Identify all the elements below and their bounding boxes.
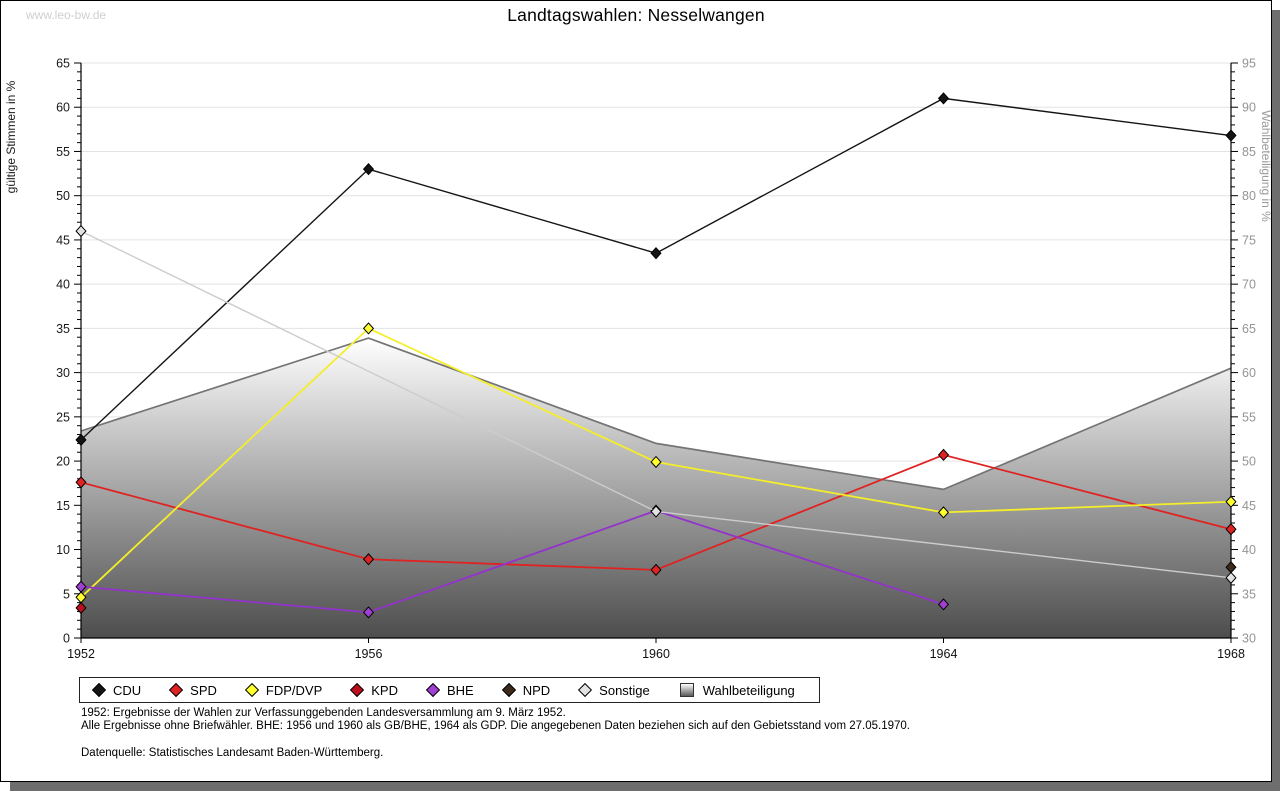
svg-text:50: 50 — [1242, 455, 1256, 469]
legend-label: NPD — [522, 682, 551, 698]
svg-text:55: 55 — [1242, 410, 1256, 424]
legend-label: CDU — [113, 682, 142, 698]
spd-marker-icon — [169, 682, 184, 698]
npd-marker-icon — [501, 682, 516, 698]
legend-label: FDP/DVP — [265, 682, 323, 698]
kpd-marker-icon — [350, 682, 365, 698]
chart-legend: CDU SPD FDP/DVP KPD BHE NPD Sonstige Wa — [79, 677, 820, 703]
sonstige-marker-icon — [578, 682, 593, 698]
cdu-marker-icon — [91, 682, 107, 698]
svg-text:0: 0 — [63, 632, 70, 646]
legend-item-spd: SPD — [169, 682, 217, 698]
series-line-bhe — [80, 509, 944, 614]
svg-text:60: 60 — [56, 101, 70, 115]
svg-text:50: 50 — [56, 189, 70, 203]
svg-text:45: 45 — [1242, 499, 1256, 513]
svg-text:40: 40 — [56, 278, 70, 292]
legend-item-fdp-dvp: FDP/DVP — [244, 682, 323, 698]
svg-text:65: 65 — [1242, 322, 1256, 336]
svg-text:1964: 1964 — [930, 647, 958, 661]
svg-text:80: 80 — [1242, 189, 1256, 203]
svg-text:55: 55 — [56, 145, 70, 159]
legend-item-kpd: KPD — [350, 682, 398, 698]
svg-text:30: 30 — [56, 366, 70, 380]
note-line-2: Alle Ergebnisse ohne Briefwähler. BHE: 1… — [81, 720, 910, 732]
fdp-dvp-marker-icon — [244, 682, 259, 698]
legend-label: Wahlbeteiligung — [702, 682, 795, 698]
election-line-chart: 0 5 10 15 20 25 30 35 40 45 50 55 60 65 30 35 40 45 50 55 60… — [1, 1, 1273, 671]
bhe-marker-icon — [425, 682, 441, 698]
frame-shadow-right — [1272, 10, 1280, 782]
svg-text:90: 90 — [1242, 101, 1256, 115]
svg-text:65: 65 — [56, 57, 70, 71]
legend-label: SPD — [190, 682, 217, 698]
svg-text:35: 35 — [1242, 587, 1256, 601]
chart-canvas: 0 5 10 15 20 25 30 35 40 45 50 55 60 65 30 35 40 45 50 55 60… — [4, 57, 1273, 662]
legend-item-npd: NPD — [501, 682, 551, 698]
chart-title: Landtagswahlen: Nesselwangen — [507, 5, 765, 25]
svg-text:1960: 1960 — [642, 647, 670, 661]
chart-notes: 1952: Ergebnisse der Wahlen zur Verfassu… — [81, 707, 910, 733]
svg-text:45: 45 — [56, 233, 70, 247]
svg-text:30: 30 — [1242, 632, 1256, 646]
legend-item-bhe: BHE — [425, 682, 474, 698]
legend-item-sonstige: Sonstige — [578, 682, 650, 698]
svg-text:75: 75 — [1242, 233, 1256, 247]
svg-text:85: 85 — [1242, 145, 1256, 159]
watermark-text: www.leo-bw.de — [26, 8, 107, 22]
svg-text:5: 5 — [63, 587, 70, 601]
svg-text:95: 95 — [1242, 57, 1256, 71]
legend-label: KPD — [371, 682, 398, 698]
data-source-note: Datenquelle: Statistisches Landesamt Bad… — [81, 747, 384, 759]
note-line-1: 1952: Ergebnisse der Wahlen zur Verfassu… — [81, 707, 566, 719]
wahlbeteiligung-area-icon — [679, 683, 694, 697]
svg-text:40: 40 — [1242, 543, 1256, 557]
wahlbeteiligung-area — [81, 338, 1231, 638]
legend-label: BHE — [446, 682, 474, 698]
svg-text:1968: 1968 — [1217, 647, 1245, 661]
svg-text:25: 25 — [56, 410, 70, 424]
svg-text:15: 15 — [56, 499, 70, 513]
svg-text:70: 70 — [1242, 278, 1256, 292]
svg-text:10: 10 — [56, 543, 70, 557]
legend-label: Sonstige — [599, 682, 650, 698]
legend-item-wahlbeteiligung: Wahlbeteiligung — [679, 682, 795, 698]
svg-text:60: 60 — [1242, 366, 1256, 380]
svg-text:1956: 1956 — [355, 647, 383, 661]
svg-text:1952: 1952 — [67, 647, 95, 661]
svg-text:35: 35 — [56, 322, 70, 336]
svg-text:20: 20 — [56, 455, 70, 469]
left-axis-title: gültige Stimmen in % — [4, 80, 18, 193]
frame-shadow-bottom — [10, 782, 1280, 791]
legend-item-cdu: CDU — [91, 682, 142, 698]
right-axis-title: Wahlbeteiligung in % — [1259, 110, 1271, 222]
